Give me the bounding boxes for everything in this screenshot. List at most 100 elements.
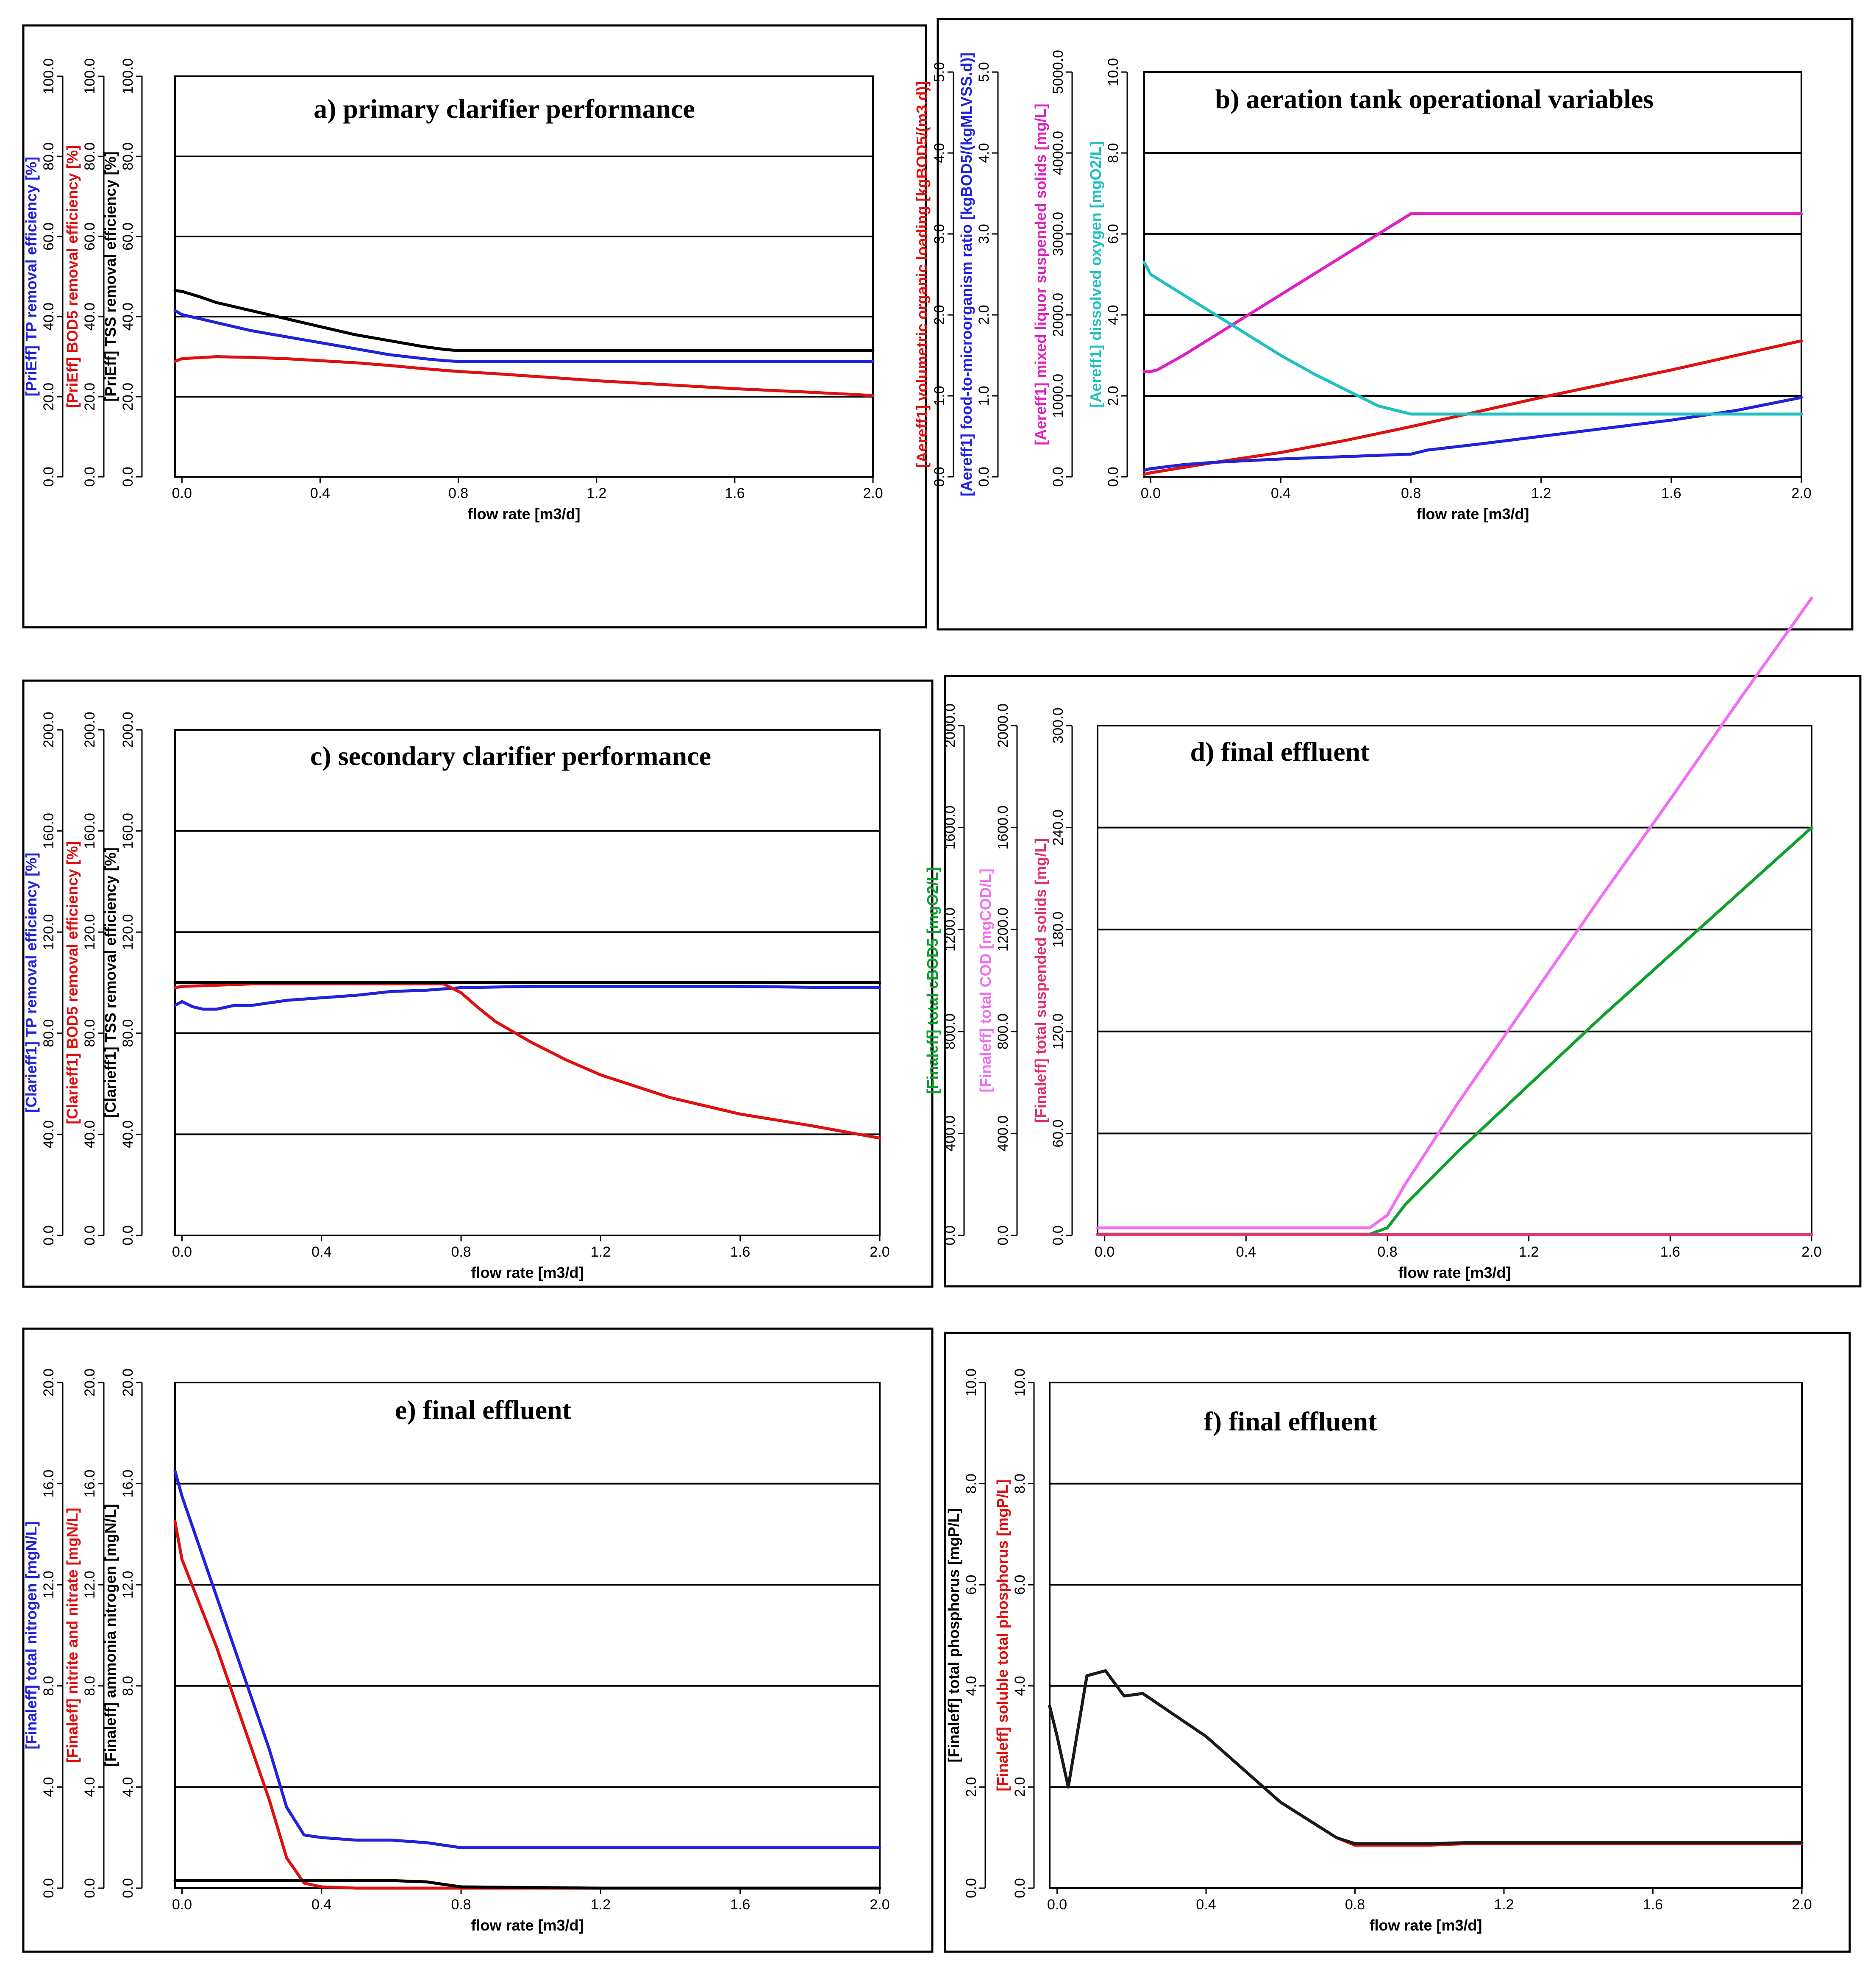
y-tick-label: 800.0 <box>995 1013 1011 1049</box>
y-tick-label: 20.0 <box>120 383 136 411</box>
y-tick-label: 16.0 <box>120 1470 136 1498</box>
y-tick-label: 5.0 <box>976 62 992 82</box>
x-tick-label: 0.4 <box>311 1244 331 1260</box>
y-tick-label: 100.0 <box>120 58 136 94</box>
y-tick-label: 60.0 <box>41 223 57 250</box>
y-axis-label: [Finaleff] total COD [mgCOD/L] <box>977 869 994 1093</box>
y-tick-label: 0.0 <box>1012 1878 1028 1898</box>
y-axis-label: [PriEff] BOD5 removal efficiency [%] <box>64 145 81 408</box>
x-tick-label: 2.0 <box>1801 1244 1821 1260</box>
y-tick-label: 40.0 <box>82 303 98 331</box>
y-tick-label: 3.0 <box>931 224 948 244</box>
x-axis-label: flow rate [m3/d] <box>471 1264 584 1281</box>
x-tick-label: 0.8 <box>448 485 468 501</box>
y-tick-label: 8.0 <box>1105 143 1121 163</box>
y-tick-label: 160.0 <box>41 813 57 849</box>
chart-title: a) primary clarifier performance <box>314 94 695 124</box>
y-tick-label: 12.0 <box>120 1571 136 1599</box>
y-tick-label: 2.0 <box>931 305 948 325</box>
y-axis-0: 0.0 40.0 80.0 120.0 160.0 200.0 [Clarieff1] TP… <box>22 712 64 1246</box>
y-tick-label: 60.0 <box>1050 1119 1066 1147</box>
y-tick-label: 2000.0 <box>1050 293 1066 337</box>
x-tick-label: 0.8 <box>451 1244 471 1260</box>
chart-panel-e: 0.0 0.4 0.8 1.2 1.6 2.0 flow rate [m3/d] 0.0 4.0… <box>22 1327 934 1953</box>
y-tick-label: 4000.0 <box>1050 131 1066 175</box>
y-tick-label: 40.0 <box>82 1120 98 1148</box>
chart-panel-d: 0.0 0.4 0.8 1.2 1.6 2.0 flow rate [m3/d] 0.0 400… <box>924 596 1862 1288</box>
x-axis-label: flow rate [m3/d] <box>471 1917 584 1934</box>
y-axis-label: [Aereff1] food-to-microorganism ratio [k… <box>958 53 975 496</box>
y-tick-label: 80.0 <box>41 1019 57 1047</box>
x-tick-label: 1.6 <box>725 485 745 501</box>
y-tick-label: 0.0 <box>41 467 57 487</box>
series-line-total-phosphorus <box>1048 1669 1804 1845</box>
x-tick-label: 1.6 <box>1660 1244 1680 1260</box>
y-tick-label: 120.0 <box>82 914 98 950</box>
y-tick-label: 20.0 <box>41 1369 57 1396</box>
x-tick-label: 0.0 <box>1047 1897 1067 1913</box>
y-tick-label: 12.0 <box>41 1571 57 1599</box>
y-tick-label: 6.0 <box>1012 1575 1028 1595</box>
series-line-bod5-removal-efficiency <box>173 982 881 1140</box>
chart-title: d) final effluent <box>1190 737 1370 767</box>
y-axis-1: 0.0 40.0 80.0 120.0 160.0 200.0 [Clarieff1] BO… <box>64 712 105 1246</box>
x-axis-label: flow rate [m3/d] <box>1369 1917 1482 1934</box>
y-axis-1: 0.0 20.0 40.0 60.0 80.0 100.0 [PriEff] BOD5 re… <box>64 58 105 487</box>
y-tick-label: 2.0 <box>1012 1777 1028 1797</box>
y-tick-label: 1.0 <box>931 386 948 406</box>
x-tick-label: 1.2 <box>591 1897 611 1913</box>
series-line-tss-removal-efficiency <box>173 289 875 352</box>
x-tick-label: 1.6 <box>1661 485 1681 501</box>
y-tick-label: 40.0 <box>120 303 136 331</box>
x-tick-label: 2.0 <box>1791 485 1811 501</box>
x-tick-label: 0.0 <box>1095 1244 1114 1260</box>
chart-panel-b: 0.0 0.4 0.8 1.2 1.6 2.0 flow rate [m3/d] 0.0 1.0… <box>913 18 1854 631</box>
y-tick-label: 120.0 <box>41 914 57 950</box>
y-tick-label: 10.0 <box>1012 1369 1028 1396</box>
chart-panel-a: 0.0 0.4 0.8 1.2 1.6 2.0 flow rate [m3/d] 0.0 20.… <box>22 24 927 629</box>
x-tick-label: 0.8 <box>1377 1244 1397 1260</box>
y-tick-label: 6.0 <box>963 1575 979 1595</box>
y-tick-label: 40.0 <box>120 1120 136 1148</box>
y-tick-label: 200.0 <box>82 712 98 748</box>
plot-area <box>174 75 874 478</box>
y-tick-label: 0.0 <box>41 1878 57 1898</box>
y-tick-label: 0.0 <box>931 467 948 487</box>
x-tick-label: 0.0 <box>172 1897 192 1913</box>
y-axis-2: 0.0 4.0 8.0 12.0 16.0 20.0 [Finaleff] ammonia … <box>102 1369 143 1898</box>
x-axis-label: flow rate [m3/d] <box>467 505 580 523</box>
y-tick-label: 0.0 <box>82 1878 98 1898</box>
y-tick-label: 0.0 <box>120 1878 136 1898</box>
x-tick-label: 2.0 <box>870 1897 889 1913</box>
y-tick-label: 40.0 <box>41 1120 57 1148</box>
y-tick-label: 100.0 <box>82 58 98 94</box>
y-axis-2: 0.0 20.0 40.0 60.0 80.0 100.0 [PriEff] TSS rem… <box>102 58 143 487</box>
y-axis-label: [Finaleff] total cBOD5 [mgO2/L] <box>924 867 941 1094</box>
y-tick-label: 12.0 <box>82 1571 98 1599</box>
y-axis-label: [Aereff1] volumetric organic loading [kg… <box>913 81 931 467</box>
y-tick-label: 0.0 <box>120 467 136 487</box>
chart-panel-f: 0.0 0.4 0.8 1.2 1.6 2.0 flow rate [m3/d] 0.0 2.0… <box>944 1332 1851 1953</box>
y-tick-label: 240.0 <box>1050 810 1066 846</box>
x-tick-label: 0.4 <box>1196 1897 1216 1913</box>
y-tick-label: 400.0 <box>995 1116 1011 1152</box>
y-axis-0: 0.0 400.0 800.0 1200.0 1600.0 2000.0 [Finaleff… <box>924 704 965 1246</box>
y-axis-label: [Finaleff] ammonia nitrogen [mgN/L] <box>102 1504 119 1767</box>
y-tick-label: 1.0 <box>976 386 992 406</box>
y-tick-label: 300.0 <box>1050 707 1066 743</box>
y-axis-0: 0.0 20.0 40.0 60.0 80.0 100.0 [PriEff] TP remo… <box>22 58 64 487</box>
x-tick-label: 2.0 <box>863 485 883 501</box>
y-tick-label: 8.0 <box>963 1474 979 1494</box>
series-line-total-nitrogen <box>173 1469 881 1850</box>
x-tick-label: 2.0 <box>870 1244 889 1260</box>
x-axis-label: flow rate [m3/d] <box>1416 505 1529 523</box>
y-axis-3: 0.0 2.0 4.0 6.0 8.0 10.0 [Aereff1] dissolved o… <box>1087 58 1128 487</box>
y-tick-label: 3.0 <box>976 224 992 244</box>
y-tick-label: 0.0 <box>1105 467 1121 487</box>
y-tick-label: 120.0 <box>1050 1013 1066 1049</box>
y-tick-label: 8.0 <box>1012 1474 1028 1494</box>
y-tick-label: 40.0 <box>41 303 57 331</box>
y-axis-label: [Aereff1] dissolved oxygen [mgO2/L] <box>1087 141 1104 407</box>
y-axis-label: [PriEff] TP removal efficiency [%] <box>22 157 40 397</box>
y-tick-label: 1600.0 <box>995 806 1011 850</box>
